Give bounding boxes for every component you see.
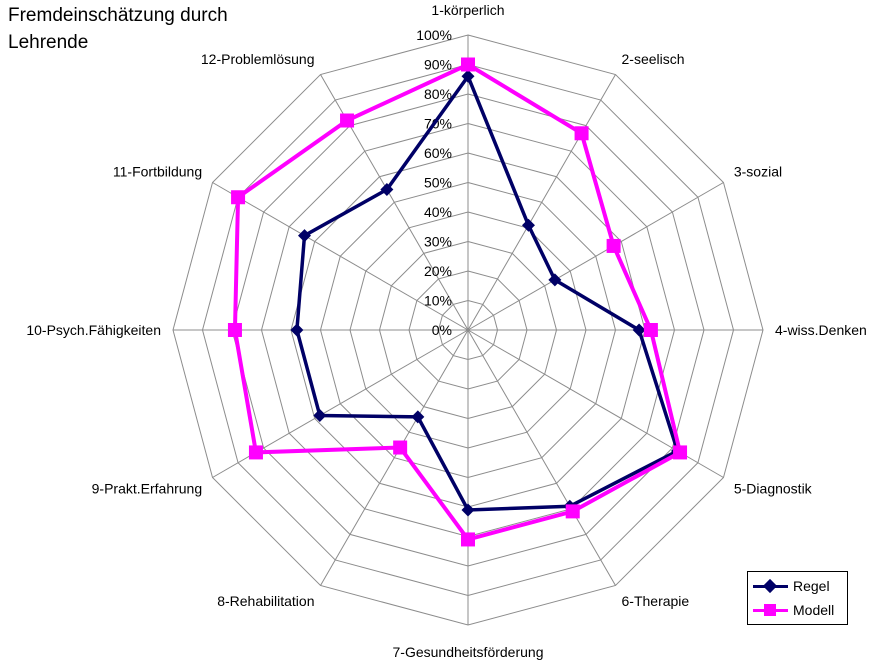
data-point xyxy=(461,503,475,517)
radial-tick-label: 0% xyxy=(432,322,452,338)
series-line xyxy=(232,62,683,542)
data-point xyxy=(231,190,246,205)
category-label: 12-Problemlösung xyxy=(201,51,315,67)
chart-title: Fremdeinschätzung durch Lehrende xyxy=(8,5,228,53)
radial-tick-label: 40% xyxy=(424,204,452,220)
axis-spoke xyxy=(467,329,616,586)
legend-marker-regel xyxy=(762,578,778,594)
data-point xyxy=(290,323,304,337)
radial-tick-label: 90% xyxy=(424,57,452,73)
legend-marker-modell xyxy=(764,604,776,616)
category-label: 1-körperlich xyxy=(431,2,504,18)
data-point xyxy=(574,126,589,141)
radial-tick-label: 10% xyxy=(424,293,452,309)
legend-label-regel: Regel xyxy=(793,578,830,594)
data-point xyxy=(461,532,475,547)
axis-spoke xyxy=(467,74,616,331)
data-series xyxy=(227,57,688,547)
axis-spoke xyxy=(212,182,469,331)
radial-tick-label: 60% xyxy=(424,145,452,161)
radial-tick-label: 30% xyxy=(424,234,452,250)
axis-spoke xyxy=(467,182,724,331)
category-label: 8-Rehabilitation xyxy=(217,593,314,609)
series-modell xyxy=(227,57,688,547)
data-point xyxy=(606,238,621,253)
radial-tick-label: 50% xyxy=(424,175,452,191)
category-label: 10-Psych.Fähigkeiten xyxy=(26,322,161,338)
legend-item-modell: Modell xyxy=(748,600,847,620)
data-point xyxy=(521,218,535,232)
category-label: 2-seelisch xyxy=(622,51,685,67)
radial-tick-label: 100% xyxy=(416,27,452,43)
category-label: 7-Gesundheitsförderung xyxy=(393,644,544,660)
data-point xyxy=(380,182,394,196)
radial-tick-label: 80% xyxy=(424,86,452,102)
data-point xyxy=(565,504,580,519)
data-point xyxy=(461,57,475,72)
radial-tick-label: 20% xyxy=(424,263,452,279)
data-point xyxy=(673,445,688,460)
legend-item-regel: Regel xyxy=(748,576,847,596)
data-point xyxy=(411,410,425,424)
data-point xyxy=(248,445,263,460)
category-label: 4-wiss.Denken xyxy=(775,322,867,338)
data-point xyxy=(643,323,658,337)
category-labels: 1-körperlich 2-seelisch 3-sozial 4-wiss.Den… xyxy=(26,2,866,660)
legend-label-modell: Modell xyxy=(793,602,835,618)
category-label: 5-Diagnostik xyxy=(734,481,813,497)
category-label: 3-sozial xyxy=(734,164,782,180)
category-label: 9-Prakt.Erfahrung xyxy=(92,481,203,497)
data-point xyxy=(548,273,562,287)
data-point xyxy=(632,323,646,337)
data-point xyxy=(297,229,311,243)
series-line xyxy=(295,72,680,512)
category-label: 6-Therapie xyxy=(622,593,690,609)
radial-tick-labels: 0%10%20%30%40%50%60%70%80%90%100% xyxy=(416,27,452,338)
data-point xyxy=(313,409,327,423)
axis-spoke xyxy=(320,329,469,586)
data-point xyxy=(393,440,408,455)
data-point xyxy=(227,323,242,337)
legend: Regel Modell xyxy=(747,571,848,625)
data-point xyxy=(340,113,355,128)
data-point xyxy=(461,69,475,83)
category-label: 11-Fortbildung xyxy=(113,164,202,180)
